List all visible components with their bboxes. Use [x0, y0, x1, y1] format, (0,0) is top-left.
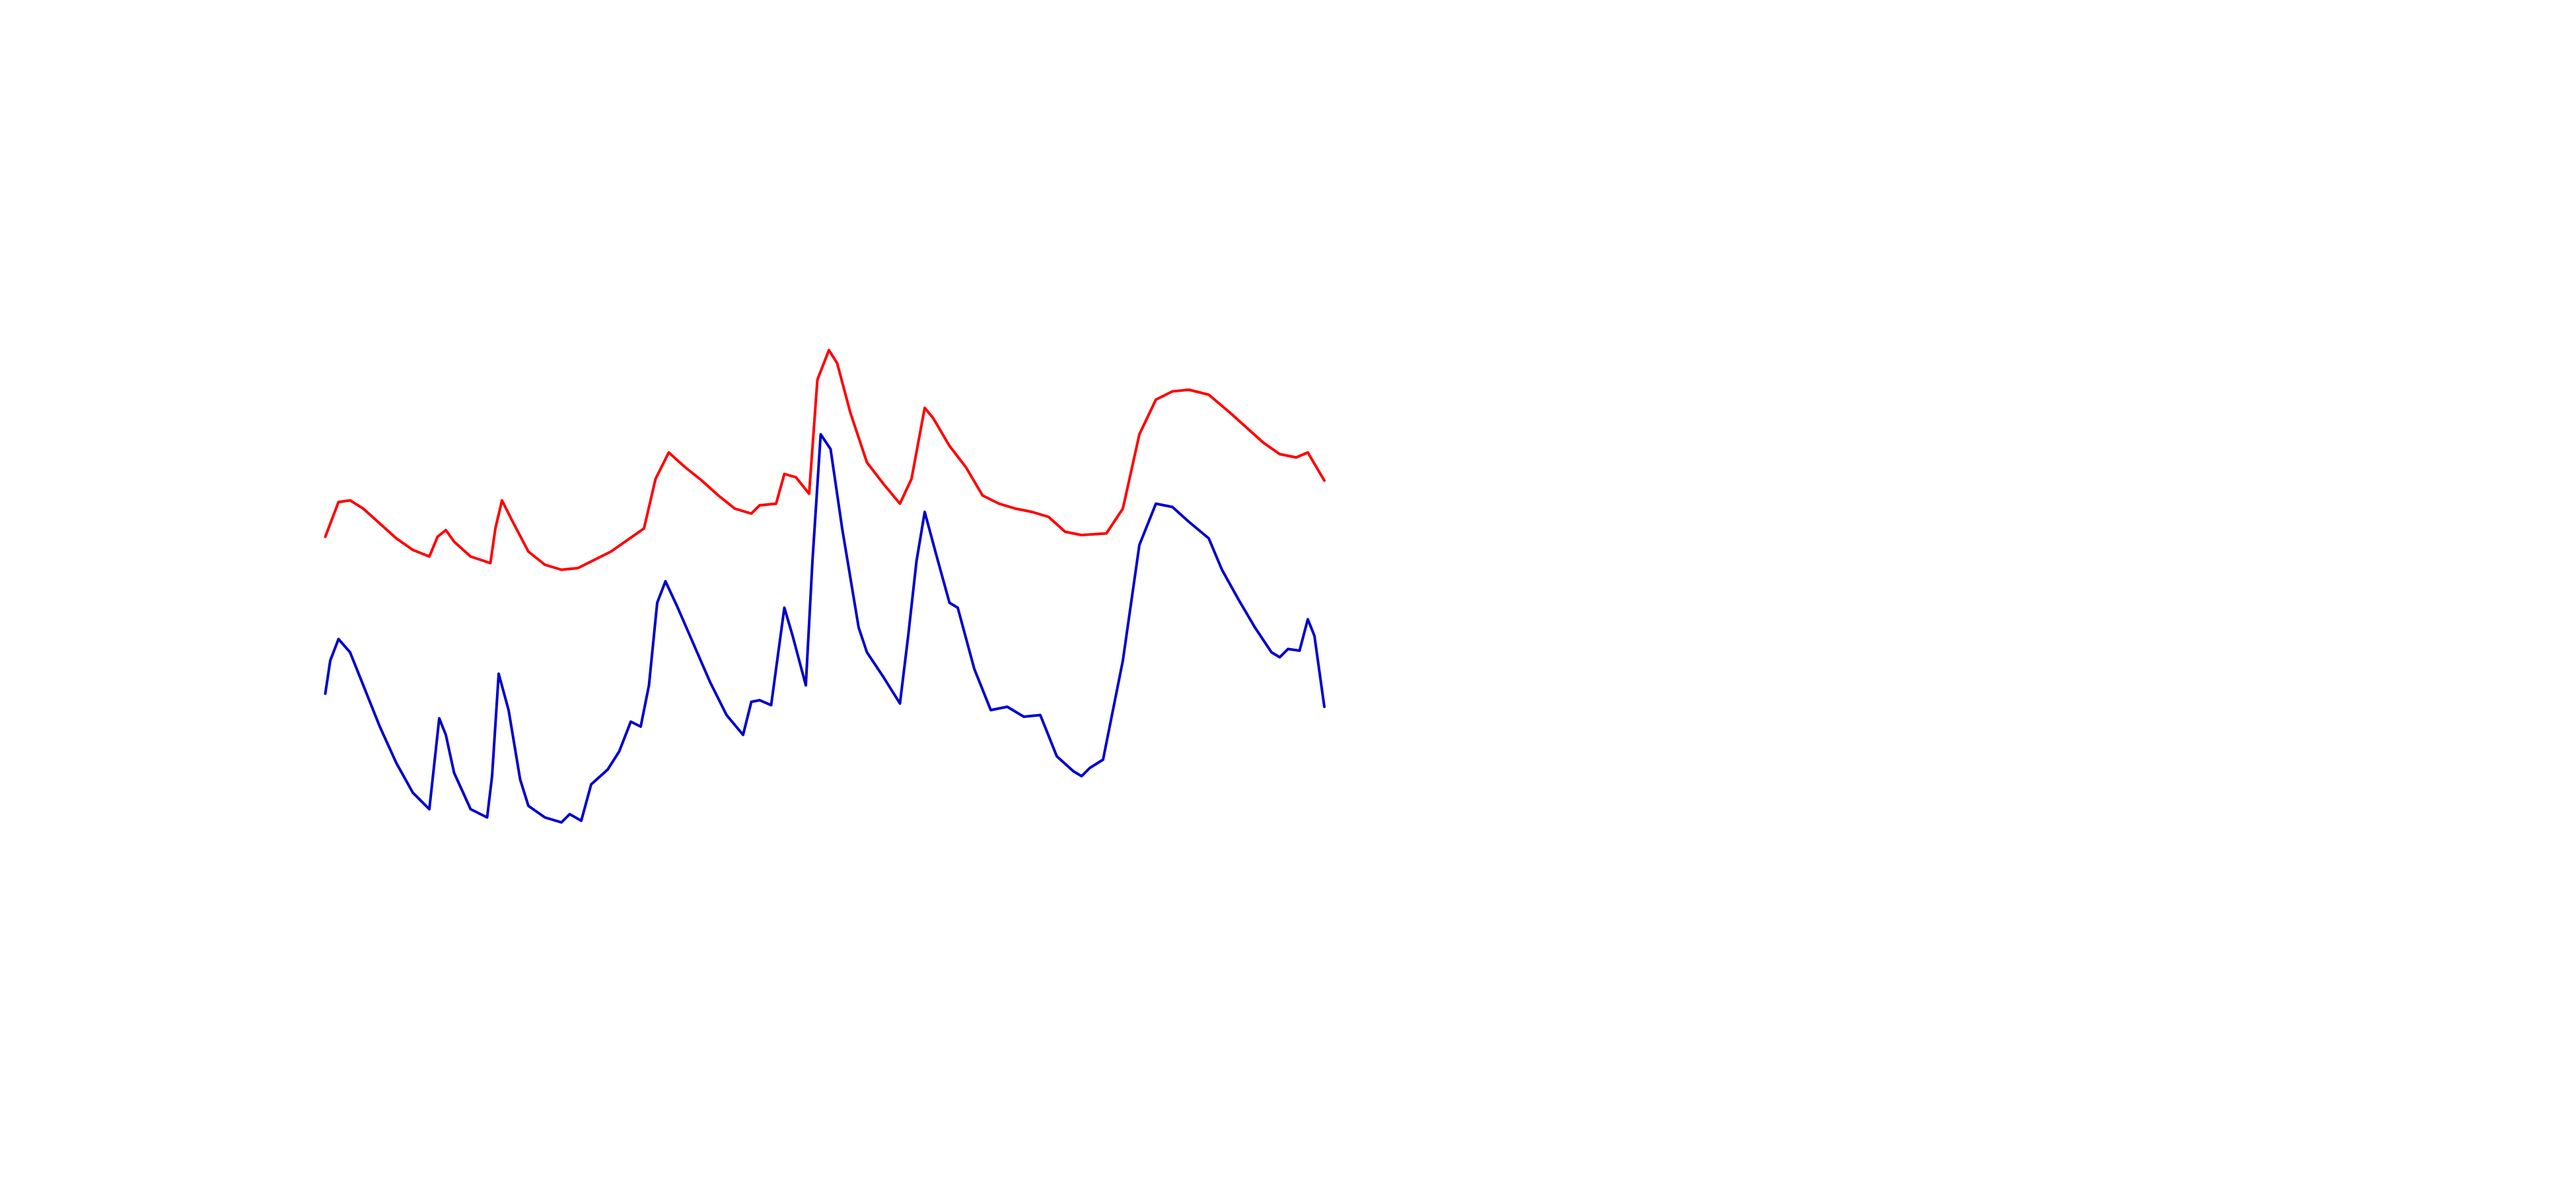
line [324, 433, 1326, 824]
line [324, 349, 1326, 571]
